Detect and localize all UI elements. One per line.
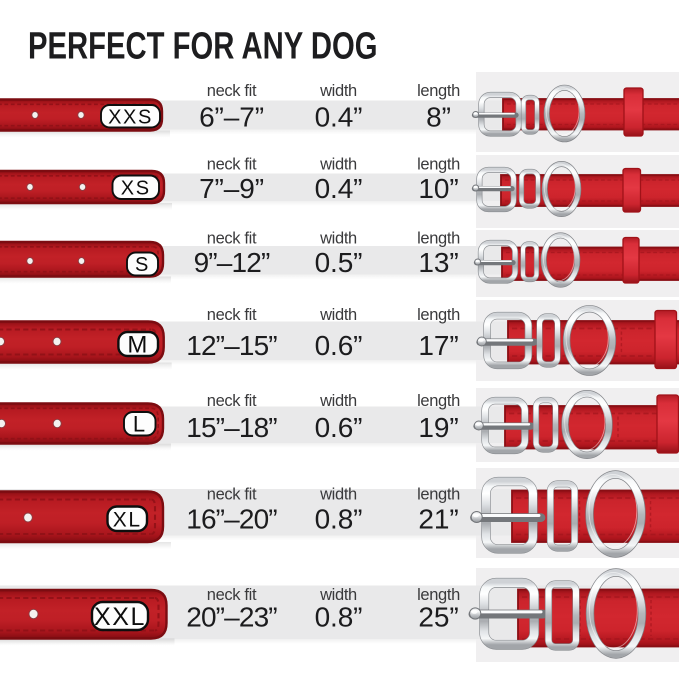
svg-text:length: length [417, 586, 460, 604]
svg-text:L: L [133, 412, 147, 437]
svg-text:0.8”: 0.8” [315, 503, 363, 534]
svg-text:6”–7”: 6”–7” [199, 102, 264, 133]
svg-text:15”–18”: 15”–18” [186, 412, 277, 443]
svg-text:25”: 25” [418, 601, 458, 632]
svg-text:length: length [417, 485, 460, 503]
svg-text:length: length [417, 229, 460, 247]
svg-text:12”–15”: 12”–15” [186, 330, 277, 361]
svg-text:length: length [417, 155, 460, 173]
svg-text:width: width [319, 485, 357, 503]
svg-text:neck fit: neck fit [207, 306, 257, 324]
svg-text:length: length [417, 306, 460, 324]
svg-text:length: length [417, 392, 460, 410]
svg-text:width: width [319, 586, 357, 604]
svg-text:M: M [127, 332, 149, 359]
svg-text:0.4”: 0.4” [315, 102, 363, 133]
svg-text:0.4”: 0.4” [315, 173, 363, 204]
svg-text:neck fit: neck fit [207, 229, 257, 247]
svg-text:9”–12”: 9”–12” [194, 247, 270, 278]
svg-text:0.8”: 0.8” [315, 601, 363, 632]
svg-text:13”: 13” [418, 247, 458, 278]
svg-text:0.6”: 0.6” [315, 412, 363, 443]
svg-text:XXS: XXS [108, 107, 153, 129]
svg-text:8”: 8” [426, 102, 451, 133]
svg-text:neck fit: neck fit [207, 82, 257, 100]
svg-text:19”: 19” [418, 412, 458, 443]
svg-text:neck fit: neck fit [207, 586, 257, 604]
svg-text:neck fit: neck fit [207, 485, 257, 503]
svg-text:neck fit: neck fit [207, 392, 257, 410]
svg-text:neck fit: neck fit [207, 155, 257, 173]
svg-text:width: width [319, 392, 357, 410]
svg-text:XL: XL [113, 508, 142, 531]
svg-text:width: width [319, 155, 357, 173]
svg-text:16”–20”: 16”–20” [186, 503, 277, 534]
svg-text:length: length [417, 82, 460, 100]
svg-text:17”: 17” [418, 330, 458, 361]
svg-text:S: S [135, 254, 150, 276]
svg-text:PERFECT FOR ANY DOG: PERFECT FOR ANY DOG [28, 25, 377, 68]
svg-text:width: width [319, 82, 357, 100]
svg-text:20”–23”: 20”–23” [186, 601, 277, 632]
svg-text:10”: 10” [418, 173, 458, 204]
svg-text:0.6”: 0.6” [315, 330, 363, 361]
svg-text:width: width [319, 229, 357, 247]
svg-text:XXL: XXL [94, 603, 146, 631]
svg-text:0.5”: 0.5” [315, 247, 363, 278]
svg-text:7”–9”: 7”–9” [199, 173, 264, 204]
svg-text:21”: 21” [418, 503, 458, 534]
svg-text:XS: XS [121, 177, 151, 199]
svg-text:width: width [319, 306, 357, 324]
